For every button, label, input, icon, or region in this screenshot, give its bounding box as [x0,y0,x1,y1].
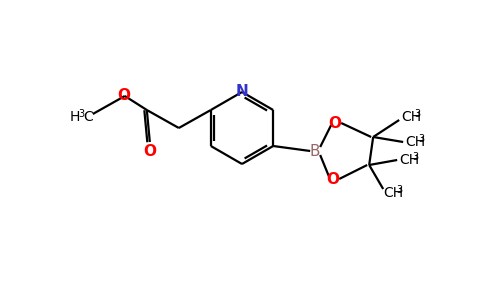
Text: N: N [236,85,248,100]
Text: CH: CH [401,110,421,124]
Text: CH: CH [405,135,425,149]
Text: O: O [117,88,130,104]
Text: O: O [327,172,340,187]
Text: B: B [310,143,320,158]
Text: C: C [83,110,93,124]
Text: 3: 3 [418,134,424,144]
Text: 3: 3 [412,152,418,162]
Text: O: O [143,145,156,160]
Text: H: H [70,110,80,124]
Text: 3: 3 [414,109,420,119]
Text: 3: 3 [396,185,402,195]
Text: CH: CH [399,153,419,167]
Text: O: O [329,116,342,130]
Text: CH: CH [383,186,403,200]
Text: 3: 3 [78,109,84,119]
